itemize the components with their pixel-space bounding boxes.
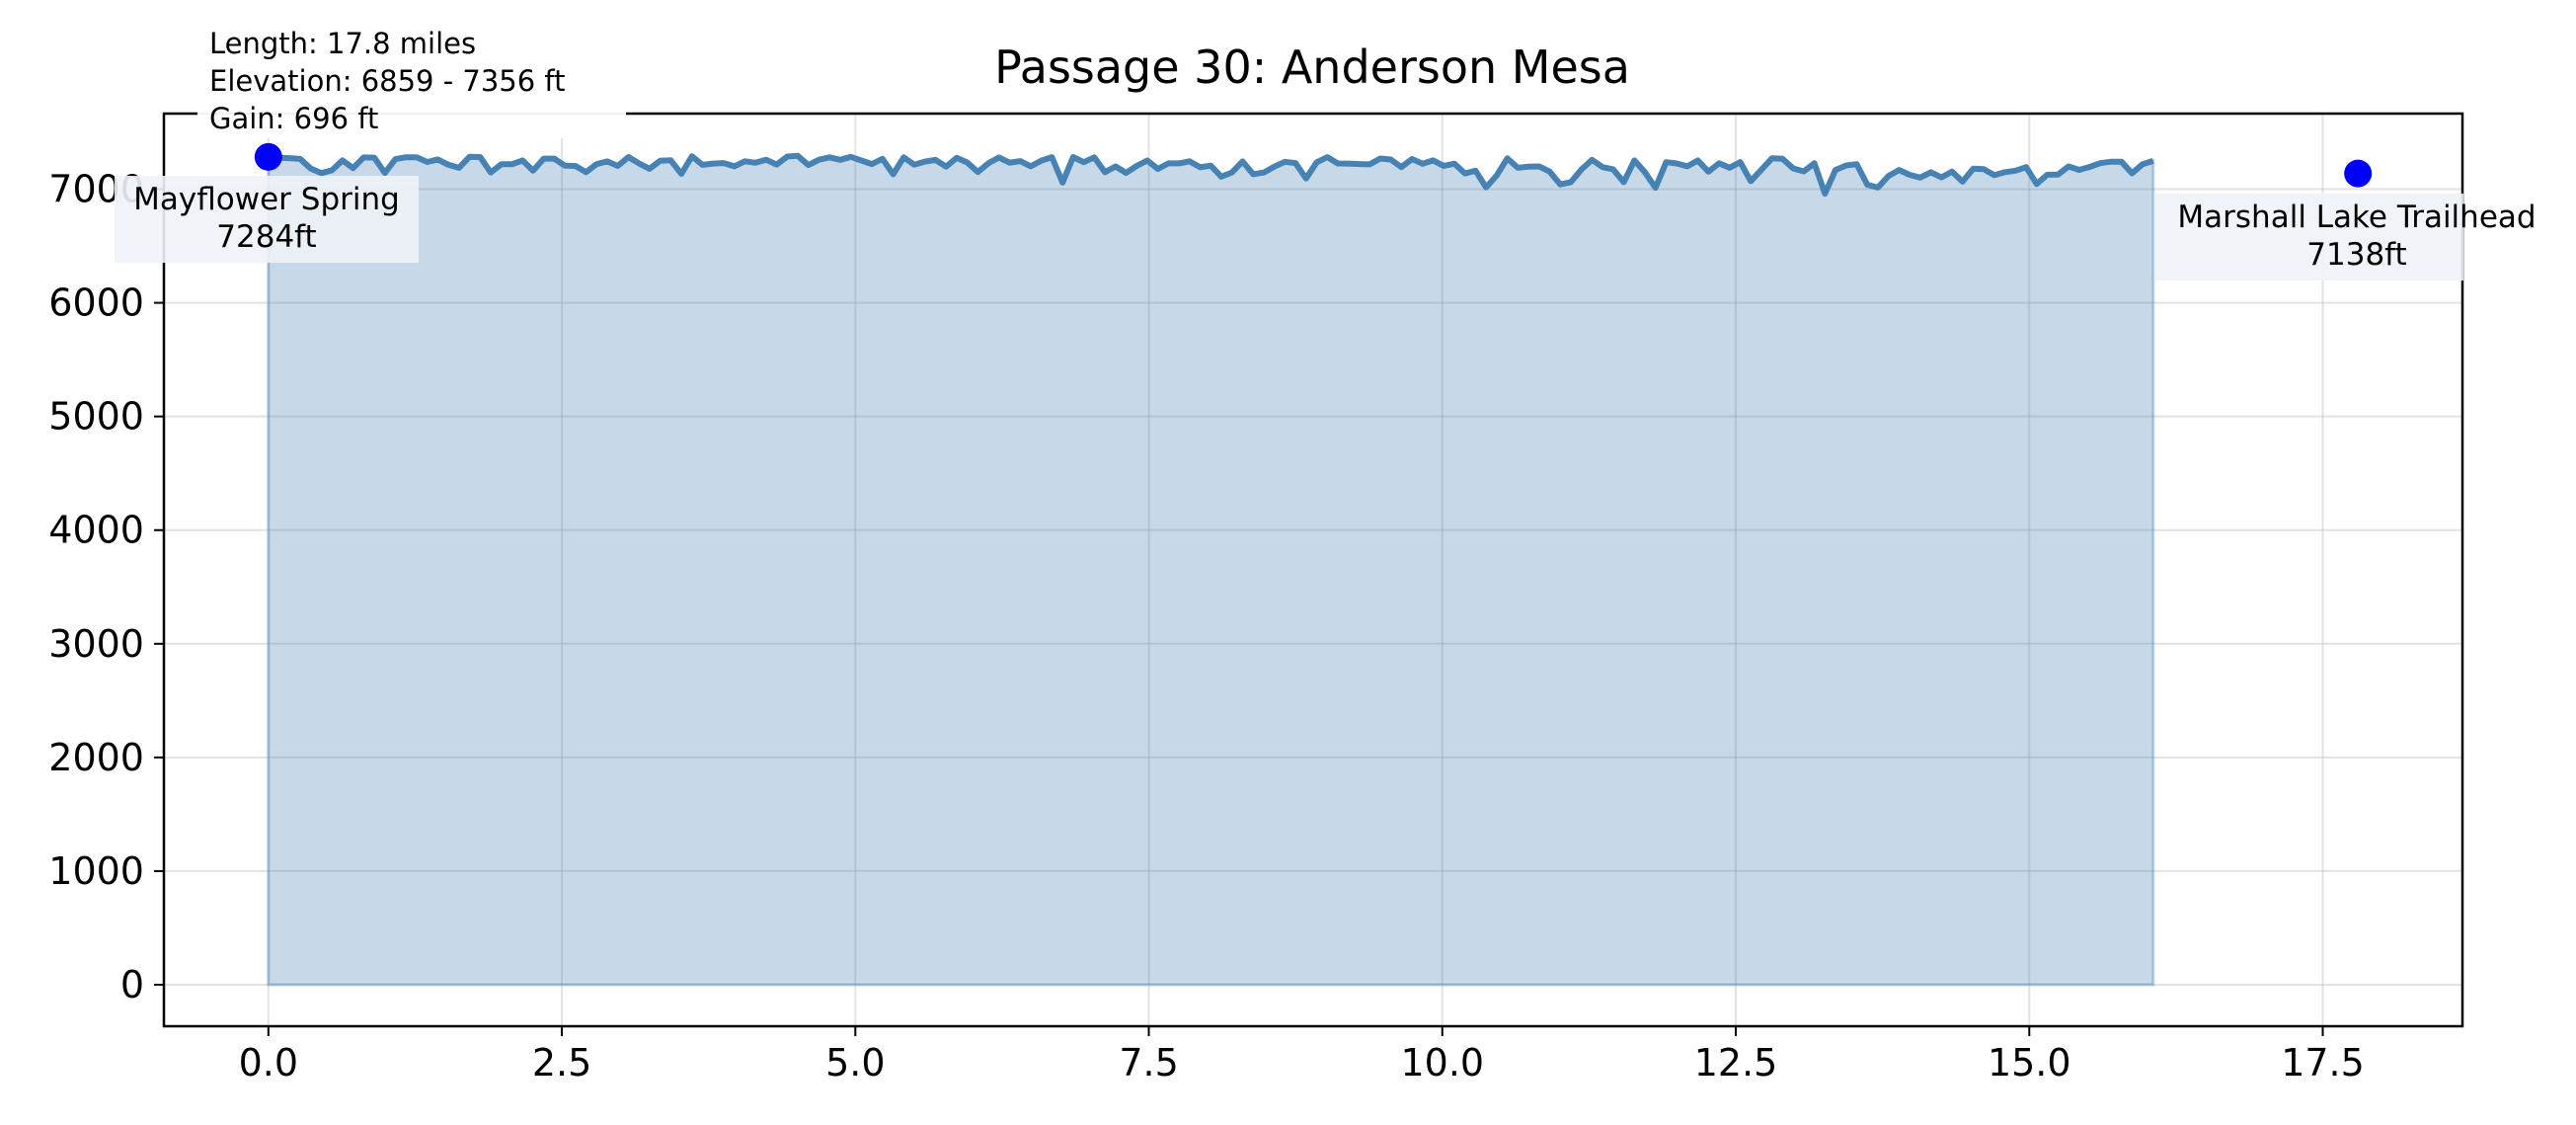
stats-length: Length: 17.8 miles: [209, 27, 476, 60]
plot-frame: [162, 112, 2464, 1028]
x-tick-label: 2.5: [532, 1041, 591, 1085]
end-elevation: 7138ft: [2306, 237, 2406, 273]
y-tick-label: 6000: [48, 281, 144, 325]
stats-gain: Gain: 696 ft: [209, 102, 378, 135]
end-label: Marshall Lake Trailhead 7138ft: [2155, 194, 2537, 281]
end-name: Marshall Lake Trailhead: [2177, 200, 2536, 235]
stats-box: Length: 17.8 miles Elevation: 6859 - 735…: [197, 22, 626, 138]
x-tick-label: 0.0: [239, 1041, 298, 1085]
stats-elevation: Elevation: 6859 - 7356 ft: [209, 64, 566, 98]
axis-ticks: 0.0 2.5 5.0 7.5 10.0 12.5 15.0 17.5 0 1000 2000 300…: [48, 168, 2365, 1085]
elevation-profile-line: [268, 152, 2154, 197]
start-label: Mayflower Spring 7284ft: [115, 176, 419, 263]
elevation-area-fill: [267, 153, 2155, 987]
endpoint-marker: [254, 142, 282, 171]
endpoint-markers: [254, 142, 2373, 188]
x-tick-label: 10.0: [1400, 1041, 1484, 1085]
x-tick-label: 7.5: [1119, 1041, 1178, 1085]
chart-title: Passage 30: Anderson Mesa: [994, 40, 1630, 94]
y-tick-label: 1000: [48, 849, 144, 893]
endpoint-marker: [2344, 159, 2373, 188]
y-tick-label: 2000: [48, 736, 144, 779]
x-tick-label: 17.5: [2281, 1041, 2365, 1085]
x-tick-label: 12.5: [1694, 1041, 1778, 1085]
y-tick-label: 4000: [48, 509, 144, 552]
x-tick-label: 5.0: [825, 1041, 885, 1085]
y-tick-label: 0: [120, 963, 144, 1006]
y-tick-label: 5000: [48, 395, 144, 439]
y-tick-label: 3000: [48, 622, 144, 666]
x-tick-label: 15.0: [1988, 1041, 2071, 1085]
start-name: Mayflower Spring: [133, 182, 400, 217]
start-elevation: 7284ft: [216, 219, 316, 255]
